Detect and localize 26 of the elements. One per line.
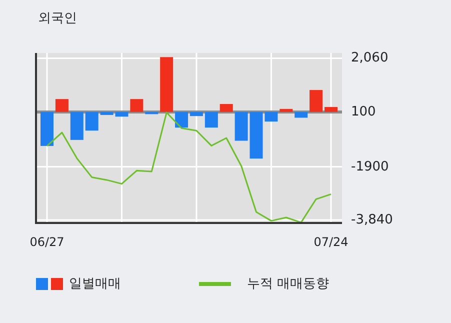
- bar: [70, 112, 84, 140]
- bar: [160, 57, 174, 112]
- chart-title: 외국인: [38, 11, 77, 26]
- bar: [294, 112, 308, 118]
- bar: [85, 112, 98, 131]
- bar: [310, 90, 323, 112]
- line-series: [46, 112, 332, 224]
- bar: [40, 112, 54, 146]
- y-tick-label: 2,060: [351, 50, 388, 66]
- bar: [55, 99, 68, 112]
- bar: [234, 112, 248, 141]
- legend-label: 일별매매: [69, 276, 121, 292]
- bar: [175, 112, 188, 128]
- y-tick-label: -3,840: [351, 212, 393, 228]
- legend-label: 누적 매매동향: [247, 276, 330, 292]
- y-tick-label: 100: [351, 104, 376, 120]
- bar: [130, 99, 144, 112]
- bar: [190, 112, 203, 116]
- bar: [220, 104, 233, 112]
- x-tick-label: 06/27: [30, 235, 64, 249]
- x-tick-label: 07/24: [314, 235, 348, 249]
- y-tick-label: -1900: [351, 159, 389, 174]
- bar: [145, 112, 158, 114]
- bar: [204, 112, 218, 128]
- bar: [280, 108, 293, 112]
- bar: [324, 107, 338, 112]
